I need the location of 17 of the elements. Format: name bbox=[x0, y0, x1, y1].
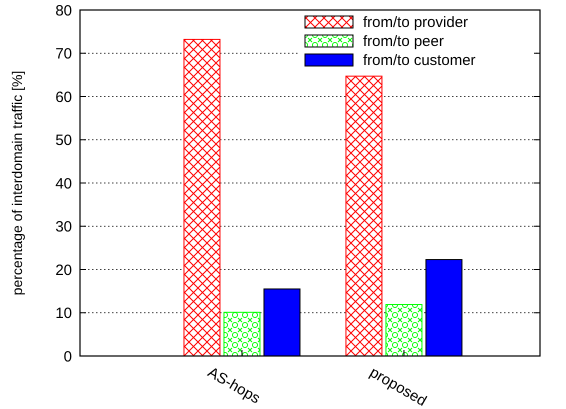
legend-label: from/to customer bbox=[363, 52, 476, 69]
legend-label: from/to provider bbox=[363, 14, 468, 31]
y-tick-label: 40 bbox=[55, 175, 72, 192]
y-tick-label: 20 bbox=[55, 262, 72, 279]
y-tick-label: 50 bbox=[55, 132, 72, 149]
y-tick-label: 60 bbox=[55, 88, 72, 106]
legend-label: from/to peer bbox=[363, 33, 444, 50]
bar bbox=[385, 304, 422, 356]
bar bbox=[183, 38, 220, 356]
y-tick-label: 0 bbox=[64, 348, 72, 366]
bar bbox=[223, 312, 260, 356]
y-tick-label: 70 bbox=[55, 46, 72, 62]
y-tick-label: 10 bbox=[55, 305, 72, 322]
y-tick-label: 80 bbox=[55, 2, 72, 20]
bar bbox=[345, 76, 382, 356]
y-axis-title: percentage of interdomain traffic [%] bbox=[9, 70, 25, 296]
y-tick-label: 30 bbox=[55, 218, 72, 236]
